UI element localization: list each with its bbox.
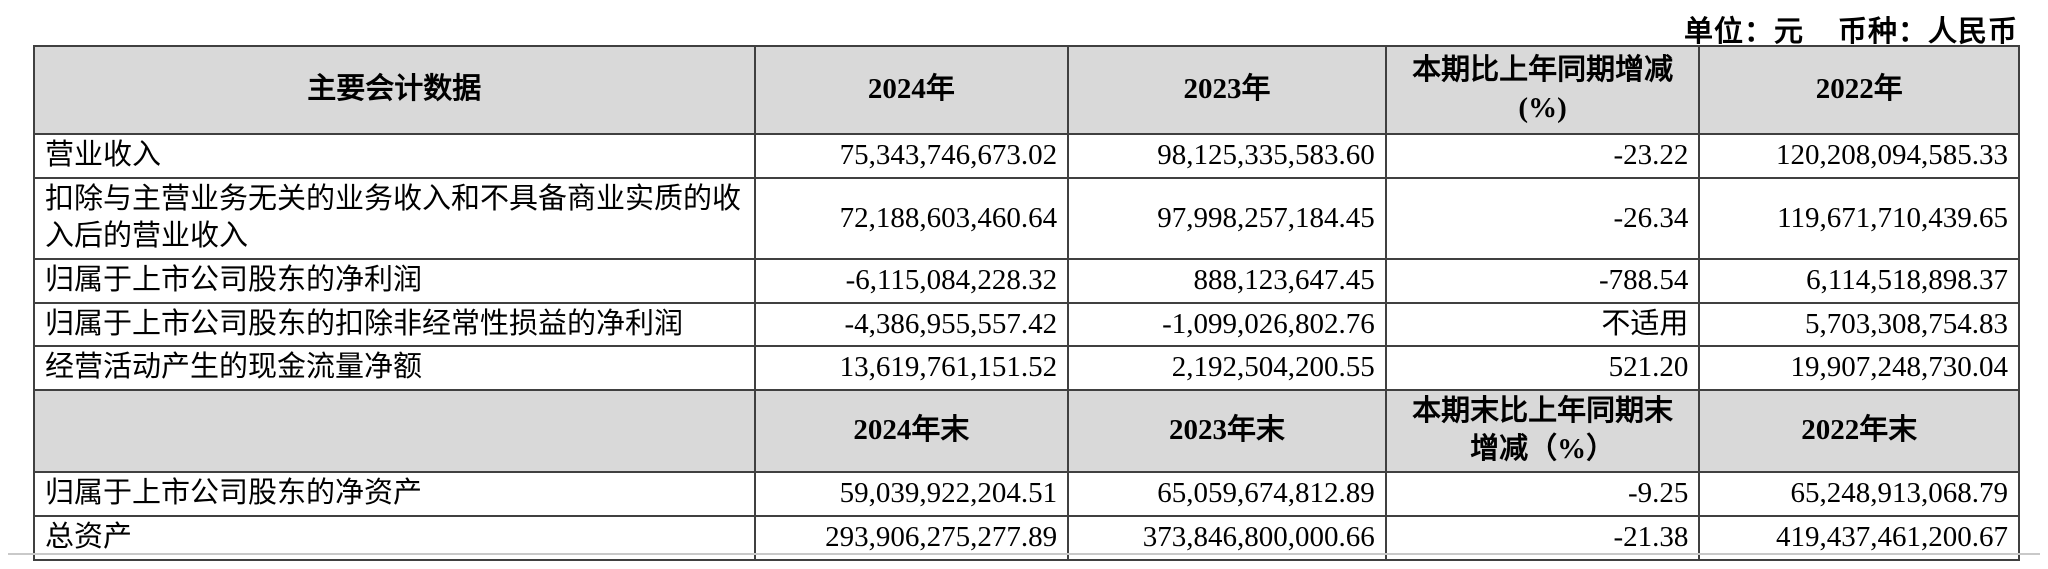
header-eop-change: 本期末比上年同期末 增减（%） <box>1384 389 1701 474</box>
value-2023-end: 373,846,800,000.66 <box>1067 514 1387 561</box>
value-2023: -1,099,026,802.76 <box>1067 301 1387 348</box>
unit-label: 单位：元 <box>1683 16 1804 48</box>
header-2022: 2022年 <box>1698 45 2020 135</box>
row-label: 归属于上市公司股东的净利润 <box>33 258 756 304</box>
currency-label: 币种：人民币 <box>1837 16 2018 48</box>
row-label: 营业收入 <box>33 133 756 179</box>
value-2024: -6,115,084,228.32 <box>753 258 1070 304</box>
value-change: -23.22 <box>1384 133 1701 179</box>
value-change: -9.25 <box>1384 471 1701 517</box>
value-2024: -4,386,955,557.42 <box>753 301 1070 348</box>
value-2023: 98,125,335,583.60 <box>1067 133 1387 179</box>
period-end-header-row: 2024年末 2023年末 本期末比上年同期末 增减（%） 2022年末 <box>33 389 2020 474</box>
value-2024: 72,188,603,460.64 <box>753 176 1070 261</box>
financial-summary-table: 主要会计数据 2024年 2023年 本期比上年同期增减 (%) 2022年 营… <box>33 45 2020 561</box>
table-row-net-profit-excl-nonrecurring: 归属于上市公司股东的扣除非经常性损益的净利润 -4,386,955,557.42… <box>33 301 2020 348</box>
value-2024: 75,343,746,673.02 <box>753 133 1070 179</box>
value-2022-end: 65,248,913,068.79 <box>1698 471 2020 517</box>
value-2024-end: 293,906,275,277.89 <box>753 514 1070 561</box>
header-2022-end: 2022年末 <box>1698 389 2020 474</box>
table-row-operating-cash-flow: 经营活动产生的现金流量净额 13,619,761,151.52 2,192,50… <box>33 345 2020 392</box>
value-2022: 19,907,248,730.04 <box>1698 345 2020 392</box>
value-2022: 6,114,518,898.37 <box>1698 258 2020 304</box>
row-label: 归属于上市公司股东的净资产 <box>33 471 756 517</box>
value-2023-end: 65,059,674,812.89 <box>1067 471 1387 517</box>
header-2023: 2023年 <box>1067 45 1387 135</box>
value-2023: 2,192,504,200.55 <box>1067 345 1387 392</box>
header-yoy-change: 本期比上年同期增减 (%) <box>1384 45 1701 135</box>
value-2022: 120,208,094,585.33 <box>1698 133 2020 179</box>
table-row-adjusted-revenue: 扣除与主营业务无关的业务收入和不具备商业实质的收入后的营业收入 72,188,6… <box>33 176 2020 261</box>
value-2023: 888,123,647.45 <box>1067 258 1387 304</box>
value-change: -21.38 <box>1384 514 1701 561</box>
value-change: -26.34 <box>1384 176 1701 261</box>
table-row-operating-revenue: 营业收入 75,343,746,673.02 98,125,335,583.60… <box>33 133 2020 179</box>
value-2022-end: 419,437,461,200.67 <box>1698 514 2020 561</box>
value-2024-end: 59,039,922,204.51 <box>753 471 1070 517</box>
value-change: 521.20 <box>1384 345 1701 392</box>
unit-currency-note: 单位：元 币种：人民币 <box>1684 8 2018 50</box>
page-bottom-rule <box>8 553 2040 555</box>
table-row-net-assets: 归属于上市公司股东的净资产 59,039,922,204.51 65,059,6… <box>33 471 2020 517</box>
value-2023: 97,998,257,184.45 <box>1067 176 1387 261</box>
table-row-total-assets: 总资产 293,906,275,277.89 373,846,800,000.6… <box>33 514 2020 561</box>
value-2024: 13,619,761,151.52 <box>753 345 1070 392</box>
header-main-accounting-data: 主要会计数据 <box>33 45 756 135</box>
value-change: -788.54 <box>1384 258 1701 304</box>
header-blank <box>33 389 756 474</box>
table-row-net-profit: 归属于上市公司股东的净利润 -6,115,084,228.32 888,123,… <box>33 258 2020 304</box>
header-2023-end: 2023年末 <box>1067 389 1387 474</box>
row-label: 扣除与主营业务无关的业务收入和不具备商业实质的收入后的营业收入 <box>33 176 756 261</box>
header-2024-end: 2024年末 <box>753 389 1070 474</box>
value-change: 不适用 <box>1384 301 1701 348</box>
value-2022: 5,703,308,754.83 <box>1698 301 2020 348</box>
row-label: 经营活动产生的现金流量净额 <box>33 345 756 392</box>
row-label: 归属于上市公司股东的扣除非经常性损益的净利润 <box>33 301 756 348</box>
row-label: 总资产 <box>33 514 756 561</box>
value-2022: 119,671,710,439.65 <box>1698 176 2020 261</box>
period-header-row: 主要会计数据 2024年 2023年 本期比上年同期增减 (%) 2022年 <box>33 45 2020 135</box>
header-2024: 2024年 <box>753 45 1070 135</box>
